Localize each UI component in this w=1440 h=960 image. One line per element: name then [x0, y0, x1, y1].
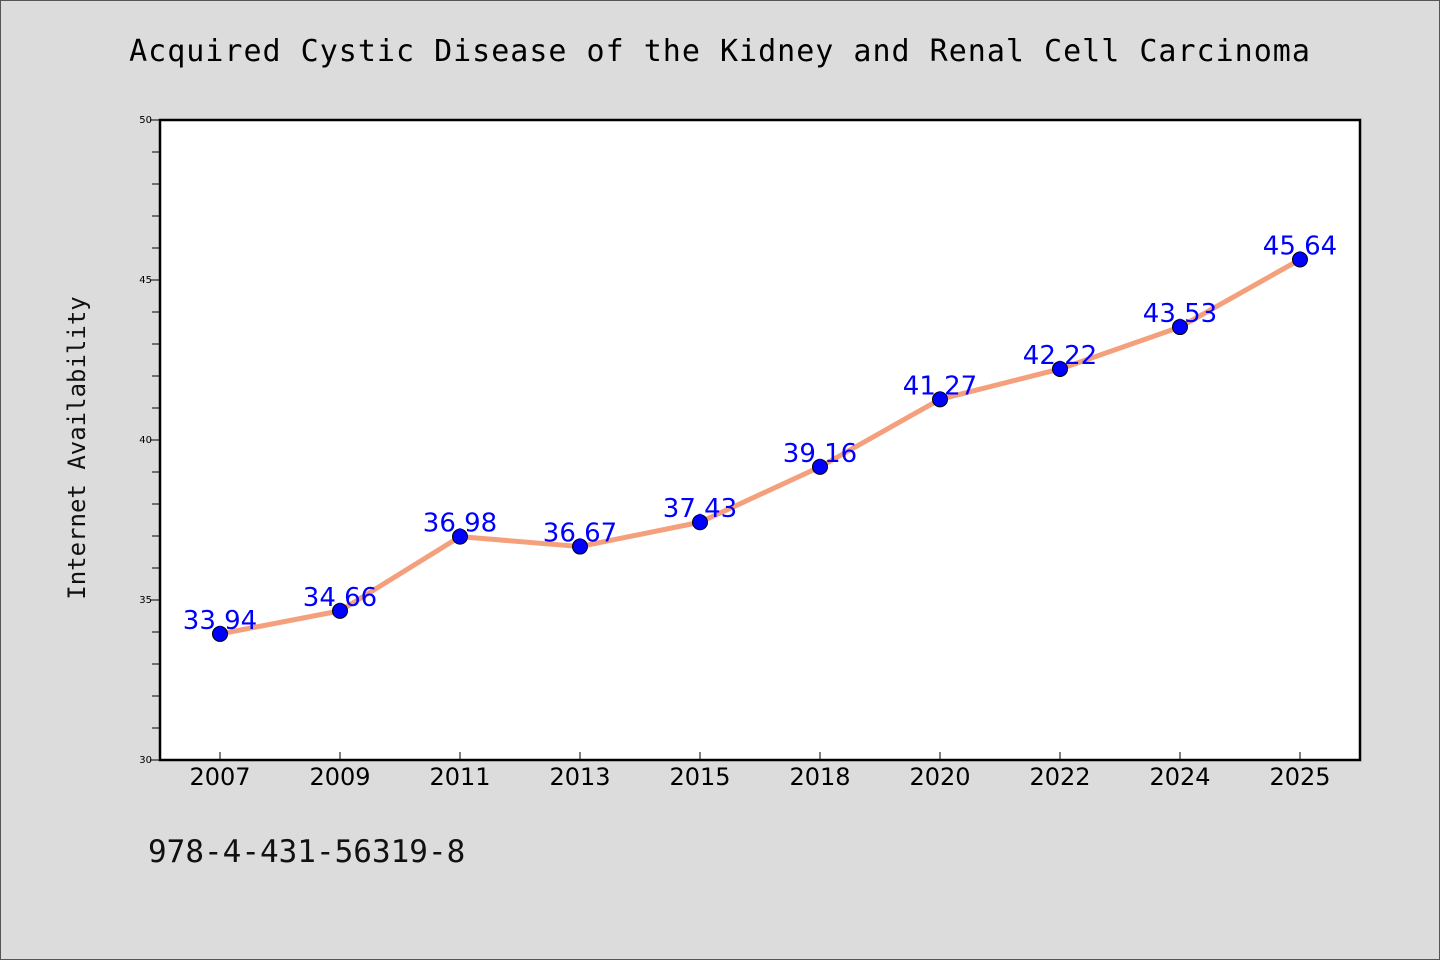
- chart-title: Acquired Cystic Disease of the Kidney an…: [129, 34, 1311, 69]
- data-label: 41.27: [903, 371, 977, 401]
- series-line: [219, 257, 1302, 637]
- data-point: [932, 391, 948, 408]
- data-label: 34.66: [303, 583, 377, 613]
- data-label: 36.98: [423, 509, 497, 539]
- data-point: [812, 458, 828, 475]
- data-point: [332, 602, 348, 619]
- data-point: [572, 538, 588, 555]
- data-label: 36.67: [543, 519, 617, 549]
- data-point: [692, 514, 708, 531]
- x-tick-label: 2015: [669, 763, 730, 791]
- x-tick-label: 2024: [1149, 763, 1210, 791]
- y-tick-label: 45: [139, 275, 152, 286]
- x-tick-label: 2025: [1269, 763, 1330, 791]
- data-label: 43.53: [1143, 299, 1217, 329]
- data-point: [1292, 251, 1308, 268]
- isbn-text: 978-4-431-56319-8: [148, 834, 466, 870]
- y-tick-label: 30: [139, 755, 152, 766]
- data-markers: [212, 251, 1308, 642]
- x-axis-ticks: 2007 2009 2011 2013 2015 2018 2020 2022 2024 2025: [189, 752, 1331, 791]
- y-axis-ticks: 30 35 40 45 50: [139, 115, 160, 766]
- x-tick-label: 2013: [549, 763, 610, 791]
- data-labels: 33.94 34.66 36.98 36.67 37.43 39.16 41.27 42.22…: [183, 232, 1337, 636]
- data-label: 33.94: [183, 606, 257, 636]
- data-point: [1052, 360, 1068, 377]
- data-label: 39.16: [783, 439, 857, 469]
- data-point: [452, 528, 468, 545]
- data-point: [212, 625, 228, 642]
- x-tick-label: 2022: [1029, 763, 1090, 791]
- data-label: 37.43: [663, 494, 737, 524]
- x-tick-label: 2009: [309, 763, 370, 791]
- data-label: 42.22: [1023, 341, 1097, 371]
- y-tick-label: 35: [139, 595, 152, 606]
- data-label: 45.64: [1263, 232, 1337, 262]
- x-tick-label: 2007: [189, 763, 250, 791]
- data-point: [1172, 319, 1188, 336]
- y-tick-label: 50: [139, 115, 152, 126]
- x-tick-label: 2020: [909, 763, 970, 791]
- plot-area: [158, 118, 1362, 762]
- x-tick-label: 2018: [789, 763, 850, 791]
- x-tick-label: 2011: [429, 763, 490, 791]
- y-tick-label: 40: [139, 435, 152, 446]
